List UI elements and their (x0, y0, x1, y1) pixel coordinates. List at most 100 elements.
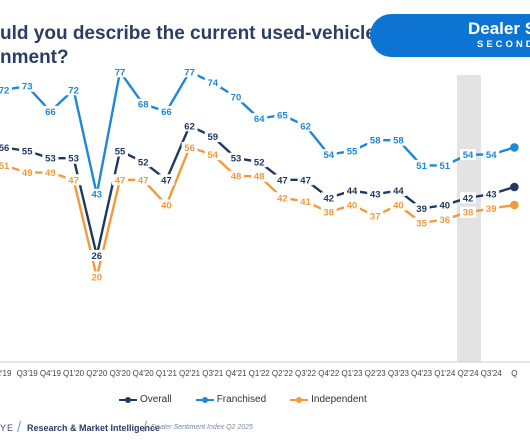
data-label-independent: 38 (463, 208, 474, 219)
data-label-bg-franchised (320, 149, 337, 161)
data-label-overall: 53 (231, 154, 242, 165)
x-tick-label: Q3'23 (388, 369, 410, 378)
data-label-franchised: 54 (486, 150, 497, 161)
x-tick-label: Q2'21 (179, 369, 201, 378)
data-label-independent: 48 (254, 172, 265, 183)
data-label-bg-franchised (65, 84, 82, 96)
data-label-independent: 42 (277, 193, 288, 204)
data-label-independent: 36 (440, 215, 451, 226)
x-tick-label: Q4'23 (411, 369, 433, 378)
legend-swatch-independent (290, 395, 309, 405)
data-label-overall: 40 (440, 201, 451, 212)
data-label-bg-franchised (42, 105, 59, 117)
data-label-franchised: 77 (115, 67, 126, 78)
data-label-overall: 56 (0, 143, 9, 154)
title-line-2: nment? (0, 47, 69, 68)
legend-swatch-franchised (195, 395, 214, 405)
data-label-bg-independent (135, 174, 152, 186)
data-label-overall: 43 (370, 190, 381, 201)
x-tick-label: Q1'22 (249, 369, 271, 378)
highlight-band (457, 75, 481, 362)
data-label-bg-independent (274, 192, 291, 204)
data-label-independent: 41 (300, 197, 311, 208)
data-label-franchised: 65 (277, 111, 288, 122)
data-label-independent: 47 (68, 175, 79, 186)
data-label-bg-franchised (344, 145, 360, 157)
data-label-bg-overall (320, 192, 337, 204)
data-label-bg-overall (367, 188, 384, 200)
data-label-bg-franchised (19, 80, 36, 92)
legend-label-franchised: Franchised (216, 394, 267, 405)
data-label-bg-overall (42, 152, 59, 164)
data-label-franchised: 51 (416, 161, 427, 172)
data-label-bg-independent (0, 159, 12, 171)
data-label-bg-overall (0, 141, 12, 153)
footer-report-name: Dealer Sentiment Index Q2 2025 (151, 424, 253, 431)
data-label-franchised: 58 (370, 136, 381, 147)
data-label-bg-overall (390, 185, 407, 197)
data-label-independent: 54 (208, 150, 219, 161)
data-label-bg-overall (436, 199, 453, 211)
data-label-bg-overall (158, 174, 175, 186)
data-label-bg-franchised (251, 113, 268, 125)
data-label-overall: 59 (208, 132, 219, 143)
data-label-bg-independent (413, 217, 430, 229)
data-label-bg-overall (181, 120, 198, 132)
data-label-overall: 53 (68, 154, 79, 165)
data-label-overall: 53 (45, 154, 56, 165)
data-label-bg-independent (251, 170, 268, 182)
data-point-franchised (510, 143, 519, 152)
data-label-independent: 40 (161, 201, 172, 212)
x-tick-label: Q1'20 (63, 369, 85, 378)
data-label-independent: 47 (138, 175, 149, 186)
data-label-franchised: 55 (347, 147, 358, 158)
data-label-bg-independent (204, 149, 221, 161)
data-label-bg-overall (274, 174, 291, 186)
x-tick-label: Q2'22 (272, 369, 294, 378)
data-label-overall: 47 (277, 175, 288, 186)
data-label-franchised: 70 (231, 93, 242, 104)
data-label-overall: 43 (486, 190, 497, 201)
data-label-franchised: 74 (208, 78, 219, 89)
x-tick-label: Q3'21 (202, 369, 224, 378)
x-tick-label: Q2'24 (457, 369, 479, 378)
banner-title: Dealer S (468, 19, 530, 38)
data-label-bg-franchised (413, 159, 430, 171)
data-label-franchised: 72 (0, 85, 9, 96)
data-label-franchised: 58 (393, 136, 404, 147)
legend-label-independent: Independent (311, 394, 367, 405)
data-label-bg-overall (460, 192, 476, 204)
data-label-independent: 49 (45, 168, 56, 179)
x-tick-label: Q (511, 369, 517, 378)
data-label-bg-independent (228, 170, 244, 182)
data-label-franchised: 62 (300, 121, 311, 132)
banner-subtitle: SECOND (477, 39, 530, 50)
data-label-bg-franchised (0, 84, 12, 96)
data-label-bg-franchised (204, 77, 221, 89)
legend-item-overall: Overall (119, 394, 172, 405)
data-label-bg-franchised (367, 134, 384, 146)
data-point-independent (510, 200, 519, 210)
data-label-bg-independent (19, 167, 36, 179)
data-label-bg-overall (251, 156, 268, 168)
chart-title: uld you describe the current used-vehicl… (0, 22, 376, 70)
x-tick-label: Q3'22 (295, 369, 317, 378)
legend-item-independent: Independent (290, 394, 367, 405)
data-label-bg-independent (181, 141, 198, 153)
data-label-overall: 44 (393, 186, 404, 197)
data-label-independent: 38 (324, 208, 335, 219)
line-chart: 2'19Q3'19Q4'19Q1'20Q2'20Q3'20Q4'20Q1'21Q… (0, 66, 530, 378)
data-label-independent: 40 (347, 201, 358, 212)
data-label-bg-franchised (274, 109, 291, 121)
data-label-franchised: 73 (22, 82, 33, 93)
legend: Overall Franchised Independent (119, 394, 391, 405)
data-label-bg-independent (483, 203, 500, 215)
data-label-overall: 62 (184, 121, 195, 132)
data-label-bg-franchised (112, 66, 128, 78)
data-label-bg-independent (88, 271, 105, 283)
data-label-bg-independent (297, 195, 314, 207)
legend-swatch-overall (119, 395, 137, 405)
data-label-franchised: 66 (161, 107, 172, 118)
data-label-bg-overall (297, 174, 314, 186)
data-label-bg-overall (135, 156, 152, 168)
